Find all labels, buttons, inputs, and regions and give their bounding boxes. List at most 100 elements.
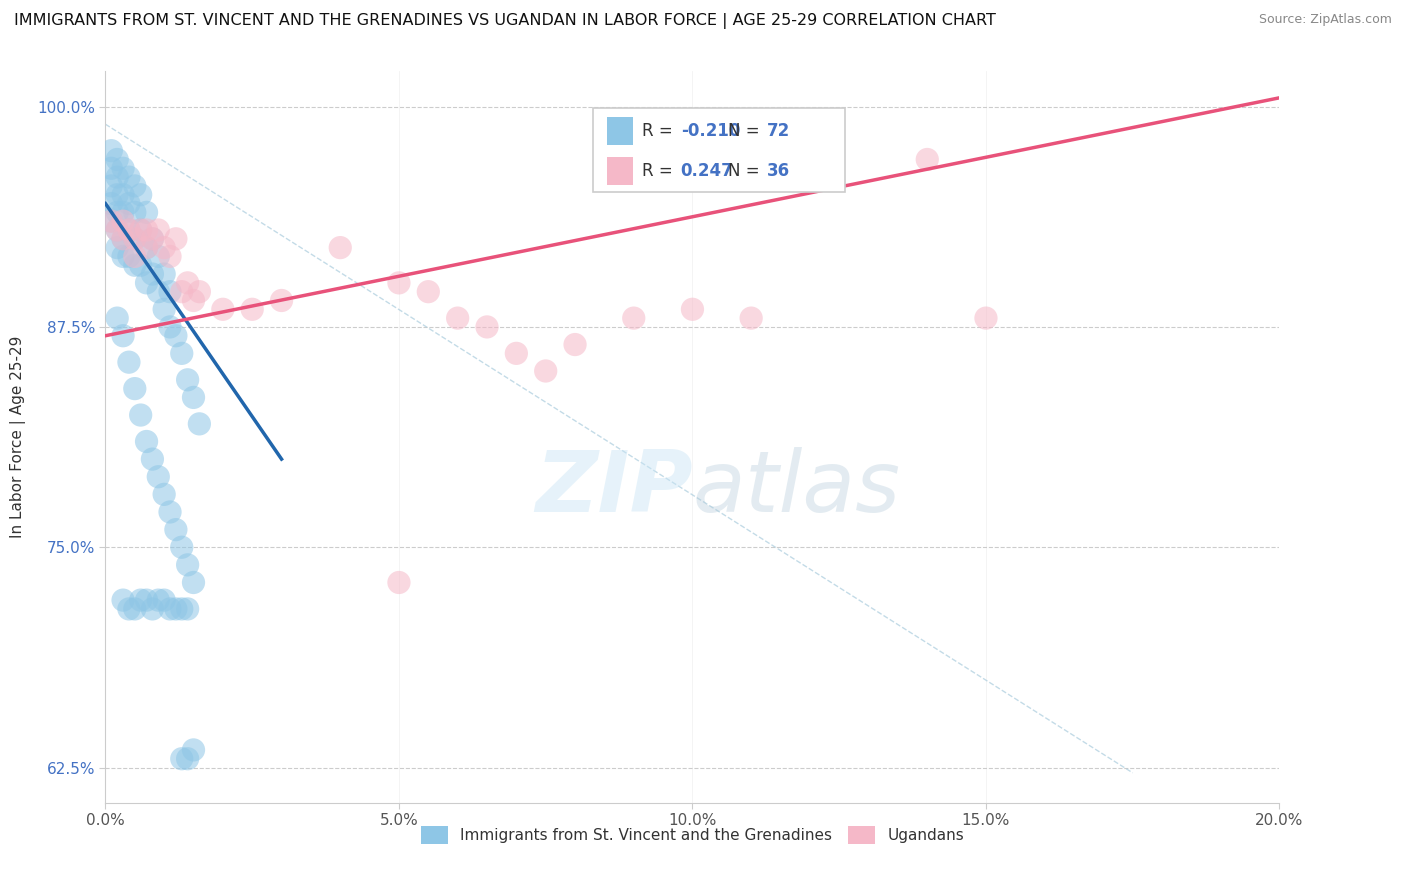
- Point: [124, 205, 146, 219]
- Point: [475, 320, 498, 334]
- Point: [118, 602, 141, 616]
- Point: [682, 302, 704, 317]
- Point: [100, 196, 122, 211]
- Point: [129, 258, 152, 272]
- Point: [159, 320, 181, 334]
- Point: [159, 505, 181, 519]
- Y-axis label: In Labor Force | Age 25-29: In Labor Force | Age 25-29: [10, 336, 25, 538]
- Point: [129, 223, 152, 237]
- Point: [418, 285, 440, 299]
- Point: [170, 346, 193, 360]
- Point: [183, 391, 205, 405]
- Point: [141, 452, 163, 467]
- Point: [112, 187, 135, 202]
- Point: [141, 267, 163, 281]
- Point: [159, 602, 181, 616]
- Point: [112, 214, 135, 228]
- Point: [170, 602, 193, 616]
- Text: N =: N =: [728, 161, 765, 180]
- Point: [240, 302, 263, 317]
- Point: [105, 311, 128, 326]
- Point: [112, 249, 135, 263]
- Point: [165, 328, 187, 343]
- Point: [165, 602, 187, 616]
- Point: [740, 311, 762, 326]
- Point: [118, 249, 141, 263]
- Point: [105, 170, 128, 185]
- Point: [135, 593, 157, 607]
- Point: [974, 311, 997, 326]
- Point: [105, 223, 128, 237]
- Point: [100, 178, 122, 193]
- Text: 72: 72: [766, 121, 790, 140]
- Point: [176, 373, 198, 387]
- Point: [105, 241, 128, 255]
- Point: [170, 540, 193, 554]
- Point: [118, 170, 141, 185]
- Text: N =: N =: [728, 121, 765, 140]
- Point: [100, 214, 122, 228]
- Point: [329, 241, 352, 255]
- Point: [135, 241, 157, 255]
- Point: [148, 469, 170, 483]
- Point: [112, 232, 135, 246]
- Point: [176, 752, 198, 766]
- Point: [183, 293, 205, 308]
- Point: [534, 364, 557, 378]
- Point: [176, 558, 198, 572]
- Point: [183, 575, 205, 590]
- Point: [159, 285, 181, 299]
- Point: [100, 214, 122, 228]
- Point: [148, 249, 170, 263]
- Point: [124, 232, 146, 246]
- Point: [124, 178, 146, 193]
- Point: [124, 602, 146, 616]
- Point: [135, 223, 157, 237]
- Point: [135, 276, 157, 290]
- Point: [112, 232, 135, 246]
- Point: [112, 205, 135, 219]
- Point: [118, 223, 141, 237]
- Text: 36: 36: [766, 161, 790, 180]
- Point: [623, 311, 645, 326]
- Point: [141, 232, 163, 246]
- Bar: [607, 157, 633, 185]
- Point: [118, 223, 141, 237]
- Point: [153, 593, 176, 607]
- FancyBboxPatch shape: [593, 108, 845, 192]
- Point: [124, 382, 146, 396]
- Point: [505, 346, 527, 360]
- Point: [129, 408, 152, 422]
- Point: [153, 241, 176, 255]
- Point: [165, 523, 187, 537]
- Point: [118, 196, 141, 211]
- Text: R =: R =: [643, 121, 678, 140]
- Point: [388, 276, 411, 290]
- Legend: Immigrants from St. Vincent and the Grenadines, Ugandans: Immigrants from St. Vincent and the Gren…: [415, 820, 970, 850]
- Point: [917, 153, 939, 167]
- Point: [159, 249, 181, 263]
- Point: [129, 223, 152, 237]
- Point: [211, 302, 233, 317]
- Point: [564, 337, 586, 351]
- Point: [118, 355, 141, 369]
- Point: [112, 328, 135, 343]
- Text: Source: ZipAtlas.com: Source: ZipAtlas.com: [1258, 13, 1392, 27]
- Point: [176, 276, 198, 290]
- Point: [105, 223, 128, 237]
- Point: [124, 249, 146, 263]
- Point: [105, 153, 128, 167]
- Point: [129, 593, 152, 607]
- Point: [170, 752, 193, 766]
- Point: [176, 602, 198, 616]
- Point: [188, 285, 211, 299]
- Point: [124, 232, 146, 246]
- Point: [124, 258, 146, 272]
- Point: [141, 602, 163, 616]
- Point: [112, 593, 135, 607]
- Point: [105, 205, 128, 219]
- Point: [170, 285, 193, 299]
- Point: [188, 417, 211, 431]
- Text: atlas: atlas: [693, 447, 900, 530]
- Point: [183, 743, 205, 757]
